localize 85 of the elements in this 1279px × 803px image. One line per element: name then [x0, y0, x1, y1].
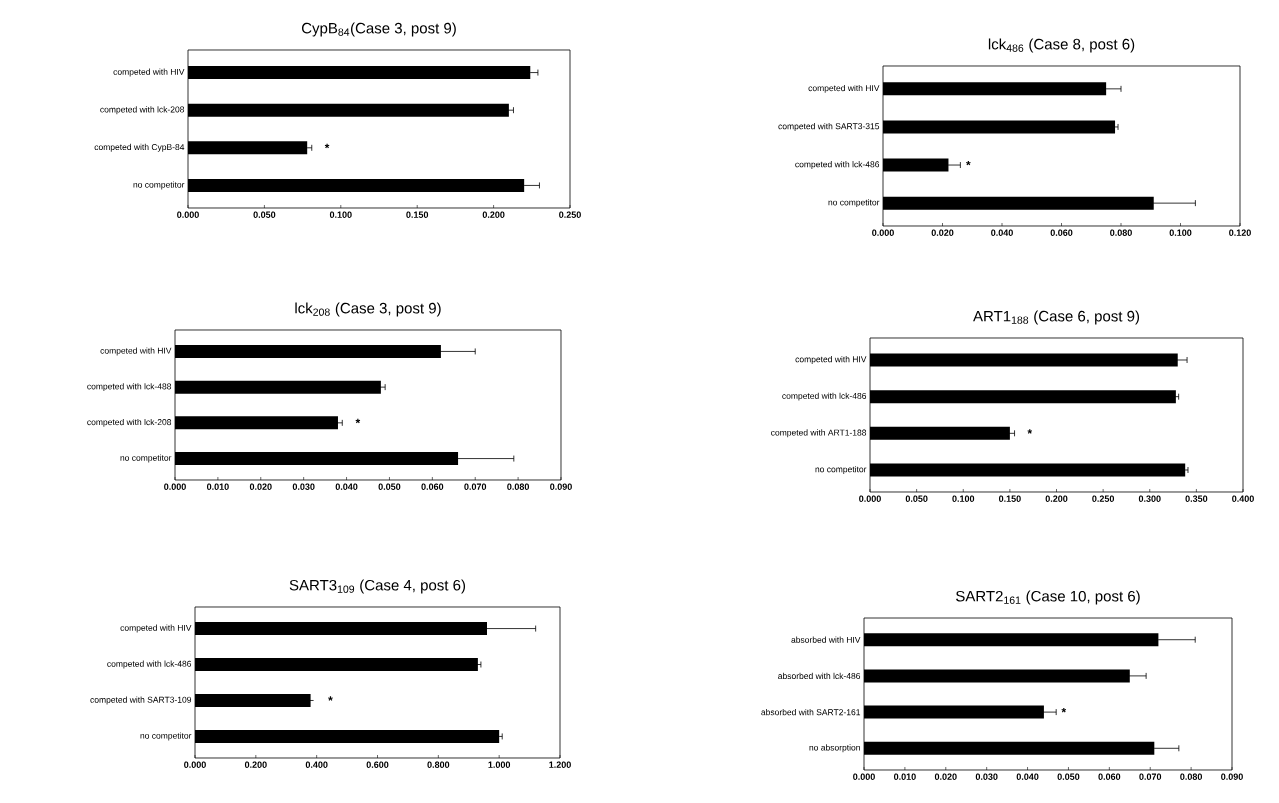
x-tick-label: 0.030 [292, 483, 315, 490]
x-tick-label: 0.010 [206, 483, 229, 490]
x-tick-label: 0.300 [1138, 495, 1161, 502]
x-tick-label: 0.100 [1169, 229, 1192, 236]
x-tick-label: 0.050 [378, 483, 401, 490]
y-tick-label: competed with HIV [100, 347, 172, 356]
y-tick-label: no competitor [133, 181, 185, 190]
y-tick-label: no absorption [809, 744, 860, 753]
x-tick-label: 0.020 [249, 483, 272, 490]
x-tick-label: 0.200 [1045, 495, 1068, 502]
y-tick-label: no competitor [815, 466, 867, 474]
x-tick-label: 0.020 [931, 229, 954, 236]
y-tick-label: competed with ART1-188 [771, 429, 867, 438]
x-tick-label: 0.100 [952, 495, 975, 502]
y-tick-label: competed with CypB-84 [94, 143, 185, 152]
x-tick-label: 0.050 [1057, 773, 1080, 780]
y-tick-label: competed with HIV [120, 624, 192, 633]
y-tick-label: competed with lck-486 [782, 392, 867, 401]
x-tick-label: 0.350 [1185, 495, 1208, 502]
x-tick-label: 0.200 [482, 211, 505, 218]
x-tick-label: 0.040 [991, 229, 1013, 236]
chart-title: lck$_{486}$ (Case 8, post 6) [988, 38, 1135, 53]
annotation: * [328, 696, 333, 701]
x-tick-label: 0.250 [559, 211, 581, 218]
y-tick-label: absorbed with SART2-161 [761, 708, 861, 716]
chart-title: CypB$_{84}$(Case 3, post 9) [301, 22, 456, 37]
y-tick-label: competed with SART3-315 [778, 122, 880, 131]
chart-title: SART3$_{109}$ (Case 4, post 6) [289, 579, 466, 594]
annotation: * [966, 160, 971, 166]
y-tick-label: absorbed with lck-486 [778, 672, 861, 680]
x-tick-label: 0.400 [1232, 495, 1254, 502]
x-tick-label: 0.080 [507, 483, 530, 490]
y-tick-label: no competitor [828, 199, 880, 208]
annotation: * [1061, 707, 1067, 713]
x-tick-label: 0.050 [905, 495, 928, 502]
x-tick-label: 0.090 [550, 483, 572, 490]
x-tick-label: 0.050 [253, 211, 276, 218]
x-tick-label: 0.060 [421, 483, 444, 490]
y-tick-label: competed with lck-208 [87, 418, 172, 427]
chart-title: SART2$_{161}$ (Case 10, post 6) [956, 590, 1140, 605]
x-tick-label: 1.200 [549, 761, 571, 768]
x-tick-label: 0.030 [975, 773, 998, 780]
x-tick-label: 0.200 [244, 761, 267, 768]
x-tick-label: 0.000 [853, 773, 875, 780]
x-tick-label: 0.040 [335, 483, 358, 490]
x-tick-label: 0.060 [1050, 229, 1073, 236]
x-tick-label: 0.800 [427, 761, 450, 768]
x-tick-label: 0.000 [184, 761, 206, 768]
x-tick-label: 0.060 [1098, 773, 1121, 780]
x-tick-label: 0.040 [1016, 773, 1039, 780]
x-tick-label: 0.070 [1139, 773, 1162, 780]
annotation: * [324, 143, 330, 149]
x-tick-label: 0.000 [872, 229, 894, 236]
x-tick-label: 0.000 [177, 211, 199, 218]
y-tick-label: competed with SART3-109 [90, 696, 192, 705]
x-tick-label: 0.070 [464, 483, 487, 490]
y-tick-label: no competitor [140, 732, 192, 741]
x-tick-label: 0.600 [366, 761, 389, 768]
y-tick-label: competed with HIV [808, 84, 880, 93]
chart-title: lck$_{208}$ (Case 3, post 9) [295, 302, 441, 317]
annotation: * [1027, 429, 1033, 434]
x-tick-label: 0.080 [1110, 229, 1132, 236]
y-tick-label: no competitor [120, 454, 172, 463]
chart-title: ART1$_{188}$ (Case 6, post 9) [973, 310, 1140, 325]
x-tick-label: 0.150 [406, 211, 429, 218]
y-tick-label: absorbed with HIV [791, 636, 861, 643]
x-tick-label: 1.000 [488, 761, 511, 768]
x-tick-label: 0.120 [1229, 229, 1251, 236]
y-tick-label: competed with lck-208 [100, 106, 185, 115]
y-tick-label: competed with lck-486 [795, 161, 880, 169]
x-tick-label: 0.000 [164, 483, 186, 490]
annotation: * [355, 418, 361, 424]
x-tick-label: 0.150 [998, 495, 1021, 502]
x-tick-label: 0.090 [1221, 773, 1243, 780]
x-tick-label: 0.100 [329, 211, 352, 218]
x-tick-label: 0.020 [934, 773, 957, 780]
x-tick-label: 0.080 [1180, 773, 1203, 780]
x-tick-label: 0.010 [894, 773, 916, 780]
y-tick-label: competed with lck-486 [107, 660, 192, 669]
y-tick-label: competed with HIV [113, 68, 185, 77]
y-tick-label: competed with lck-488 [87, 383, 172, 392]
x-tick-label: 0.250 [1092, 495, 1115, 502]
x-tick-label: 0.000 [859, 495, 881, 502]
x-tick-label: 0.400 [305, 761, 328, 768]
y-tick-label: competed with HIV [795, 356, 867, 364]
